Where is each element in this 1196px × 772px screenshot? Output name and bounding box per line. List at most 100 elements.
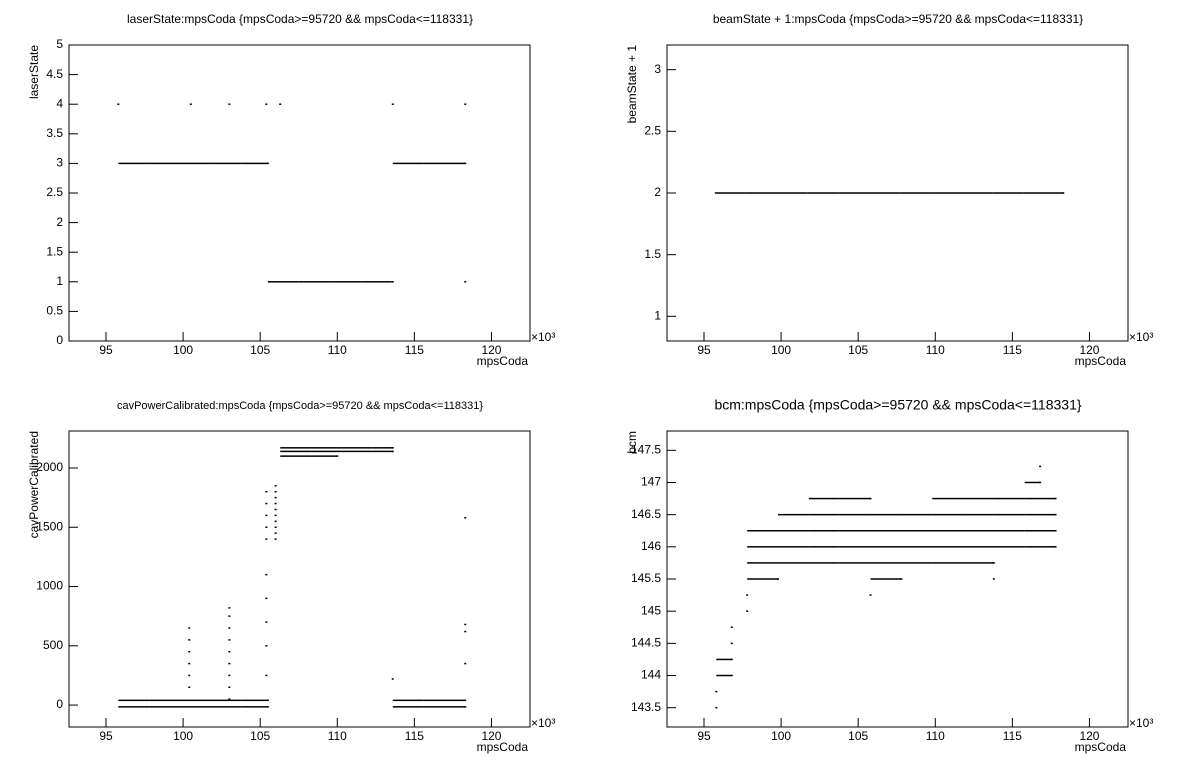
data-point	[188, 674, 191, 677]
data-point	[961, 192, 993, 194]
data-point	[228, 607, 231, 609]
data-point	[180, 162, 211, 165]
data-point	[1024, 481, 1041, 484]
y-tick-label: 145.5	[631, 571, 661, 585]
data-point	[329, 281, 361, 283]
data-point	[454, 706, 466, 708]
data-point	[808, 497, 840, 500]
y-tick-label: 4	[56, 96, 63, 110]
data-point	[265, 526, 268, 529]
data-point	[454, 162, 466, 165]
data-point	[464, 103, 467, 105]
data-point	[274, 514, 277, 517]
data-point	[265, 645, 268, 647]
data-point	[274, 502, 277, 505]
y-tick-label: 1	[56, 274, 63, 288]
data-point	[265, 103, 268, 105]
data-point	[265, 621, 268, 623]
data-point	[298, 281, 330, 283]
data-point	[1039, 481, 1042, 484]
data-point	[274, 520, 277, 523]
data-point	[241, 162, 268, 165]
data-point	[274, 532, 277, 534]
x-exponent: ×10³	[531, 716, 555, 730]
data-point	[280, 447, 312, 449]
data-point	[993, 497, 1025, 500]
x-axis-label: mpsCoda	[477, 354, 529, 368]
data-point	[274, 526, 277, 529]
data-point	[776, 192, 808, 194]
data-point	[189, 103, 192, 105]
data-point	[932, 529, 964, 532]
data-point	[392, 706, 424, 708]
data-point	[993, 546, 1025, 548]
data-point	[391, 447, 394, 449]
x-tick-label: 120	[481, 343, 501, 357]
data-point	[730, 626, 733, 629]
data-point	[870, 578, 902, 580]
x-exponent: ×10³	[1129, 716, 1153, 730]
y-tick-label: 3	[654, 62, 661, 76]
x-tick-label: 95	[99, 343, 113, 357]
y-axis-label: beamState + 1	[625, 45, 639, 124]
data-point	[963, 513, 994, 516]
data-point	[1054, 546, 1057, 548]
data-point	[265, 502, 268, 505]
data-point	[360, 281, 392, 283]
data-point	[454, 699, 466, 702]
data-point	[423, 699, 455, 702]
x-tick-label: 105	[250, 343, 270, 357]
data-point	[188, 662, 191, 665]
data-point	[265, 490, 268, 493]
data-point	[391, 450, 394, 453]
data-point	[1024, 497, 1056, 500]
data-point	[228, 615, 231, 617]
data-point	[747, 546, 779, 548]
x-tick-label: 105	[250, 729, 270, 743]
data-point	[265, 674, 268, 677]
data-point	[391, 103, 394, 105]
data-point	[274, 490, 277, 493]
data-point	[464, 517, 467, 519]
data-point	[228, 662, 231, 665]
data-point	[372, 447, 393, 449]
data-point	[341, 450, 373, 453]
data-point	[715, 706, 718, 709]
data-point	[963, 497, 994, 500]
data-point	[963, 562, 994, 564]
data-point	[228, 627, 231, 629]
data-point	[149, 699, 181, 702]
data-point	[808, 562, 840, 564]
data-point	[992, 578, 995, 580]
data-point	[336, 455, 339, 457]
y-tick-label: 1.5	[644, 247, 661, 261]
y-axis-label: cavPowerCalibrated	[27, 431, 41, 538]
y-tick-label: 0.5	[46, 304, 63, 318]
data-point	[901, 562, 933, 564]
y-axis-label: laserState	[27, 45, 41, 99]
data-point	[778, 529, 809, 532]
data-point	[1024, 546, 1056, 548]
y-tick-label: 2.5	[644, 124, 661, 138]
data-point	[747, 529, 779, 532]
y-tick-label: 147.5	[631, 442, 661, 456]
data-point	[464, 623, 467, 626]
data-point	[747, 562, 779, 564]
x-tick-label: 110	[926, 343, 945, 357]
data-point	[932, 546, 964, 548]
data-point	[745, 192, 777, 194]
data-point	[992, 192, 1024, 194]
data-point	[228, 698, 231, 700]
data-point	[188, 627, 191, 629]
data-point	[228, 103, 231, 105]
x-axis-label: mpsCoda	[1075, 354, 1127, 368]
data-point	[930, 192, 962, 194]
data-point	[1039, 465, 1042, 468]
data-point	[714, 192, 746, 194]
data-point	[1054, 513, 1057, 516]
data-point	[118, 162, 150, 165]
y-tick-label: 0	[56, 333, 63, 347]
data-point	[391, 678, 394, 680]
data-point	[341, 447, 373, 449]
data-point	[423, 162, 455, 165]
